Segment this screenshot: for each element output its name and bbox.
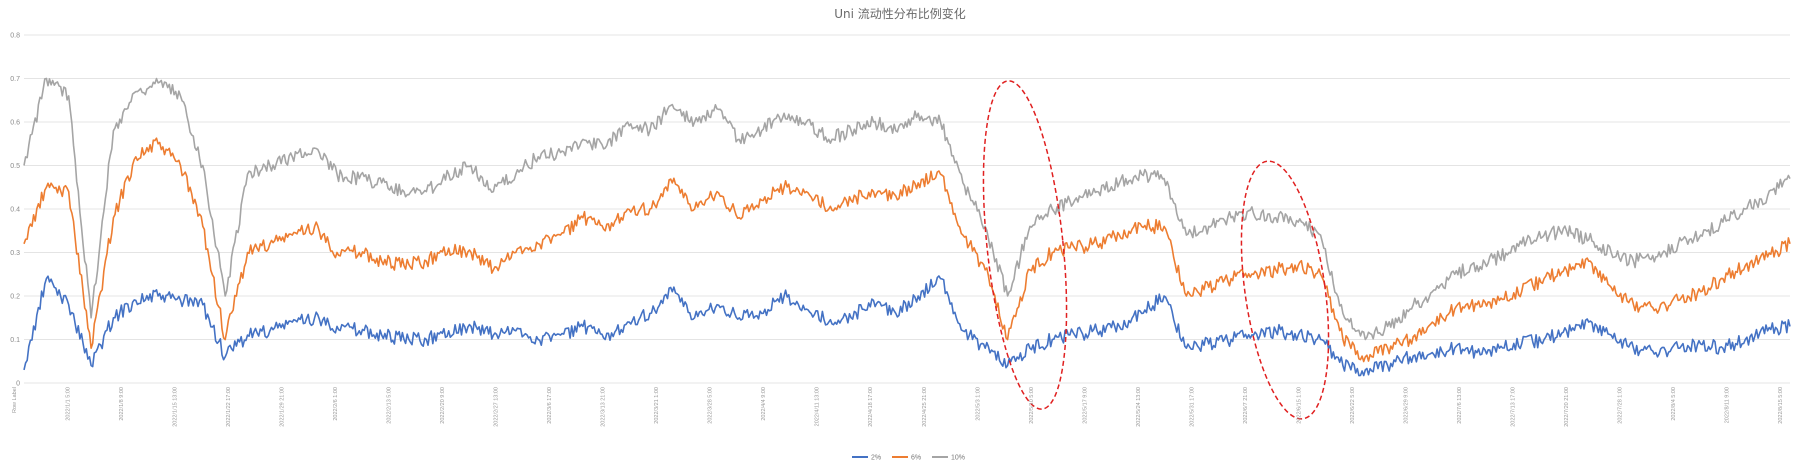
x-tick-label: 2022/3/28 5:00 [708,387,714,424]
x-tick-label: 2022/4/4 9:00 [761,387,767,421]
x-tick-label: 2022/6/29 9:00 [1403,387,1409,424]
x-tick-label: 2022/8/11 9:00 [1724,387,1730,423]
legend-label: 10% [951,455,965,462]
x-tick-label: 2022/8/15 5:00 [1778,387,1784,424]
y-tick-label: 0.8 [10,33,20,40]
x-tick-label: 2022/2/27 13:00 [494,387,500,427]
series-line-10pct [23,77,1791,341]
x-tick-label: 2022/5/17 9:00 [1082,387,1088,424]
x-tick-label: 2022/2/20 9:00 [440,387,446,424]
x-tick-label: 2022/3/13 21:00 [601,387,607,427]
x-tick-label: 2022/5/10 5:00 [1029,387,1035,424]
y-tick-label: 0.5 [10,163,20,170]
y-tick-label: 0 [16,381,20,388]
legend-label: 6% [911,455,921,462]
grid-layer: 0 0.1 0.2 0.3 0.4 0.5 0.6 0.7 0.8 [10,33,1790,388]
x-axis-ticks: Row Label 2022/1/1 5:00 2022/1/8 9:00 2022/… [12,387,1784,427]
x-tick-label: 2022/1/22 17:00 [226,387,232,427]
x-tick-label: 2022/6/7 21:00 [1243,387,1249,424]
x-tick-label: 2022/1/8 9:00 [119,387,125,421]
highlight-ellipse-2 [1240,160,1330,420]
x-tick-label: 2022/3/21 1:00 [654,387,660,424]
x-tick-label: 2022/4/11 13:00 [815,387,821,426]
highlight-ellipse-1 [982,80,1068,410]
x-tick-label: 2022/4/25 21:00 [922,387,928,427]
y-tick-label: 0.3 [10,250,20,257]
x-tick-label: 2022/3/6 17:00 [547,387,553,424]
x-tick-label: 2022/5/31 17:00 [1189,387,1195,427]
y-tick-label: 0.2 [10,294,20,301]
x-tick-label: 2022/2/13 5:00 [387,387,393,424]
x-tick-label: 2022/7/28 1:00 [1617,387,1623,424]
x-tick-label: Row Label [12,387,18,413]
x-tick-label: 2022/1/29 21:00 [280,387,286,427]
x-tick-label: 2022/7/6 13:00 [1457,387,1463,424]
x-tick-label: 2022/6/15 1:00 [1296,387,1302,424]
x-tick-label: 2022/7/20 21:00 [1564,387,1570,427]
x-tick-label: 2022/5/3 1:00 [975,387,981,421]
series-line-2pct [23,275,1791,377]
y-tick-label: 0.4 [10,207,20,214]
x-tick-label: 2022/5/24 13:00 [1136,387,1142,427]
x-tick-label: 2022/4/18 17:00 [868,387,874,427]
y-tick-label: 0.7 [10,76,20,83]
x-tick-label: 2022/1/1 5:00 [66,387,72,421]
legend-label: 2% [871,455,881,462]
y-tick-label: 0.1 [10,337,20,344]
y-tick-label: 0.6 [10,120,20,127]
annotation-layer [982,80,1330,420]
series-layer [23,77,1791,377]
x-tick-label: 2022/6/22 5:00 [1350,387,1356,424]
x-tick-label: 2022/7/13 17:00 [1510,387,1516,427]
chart-title: Uni 流动性分布比例变化 [834,6,966,21]
x-tick-label: 2022/2/6 1:00 [333,387,339,421]
x-tick-label: 2022/8/4 5:00 [1671,387,1677,421]
series-line-6pct [23,137,1791,363]
x-tick-label: 2022/1/15 13:00 [173,387,179,427]
legend: 2% 6% 10% [852,455,965,462]
